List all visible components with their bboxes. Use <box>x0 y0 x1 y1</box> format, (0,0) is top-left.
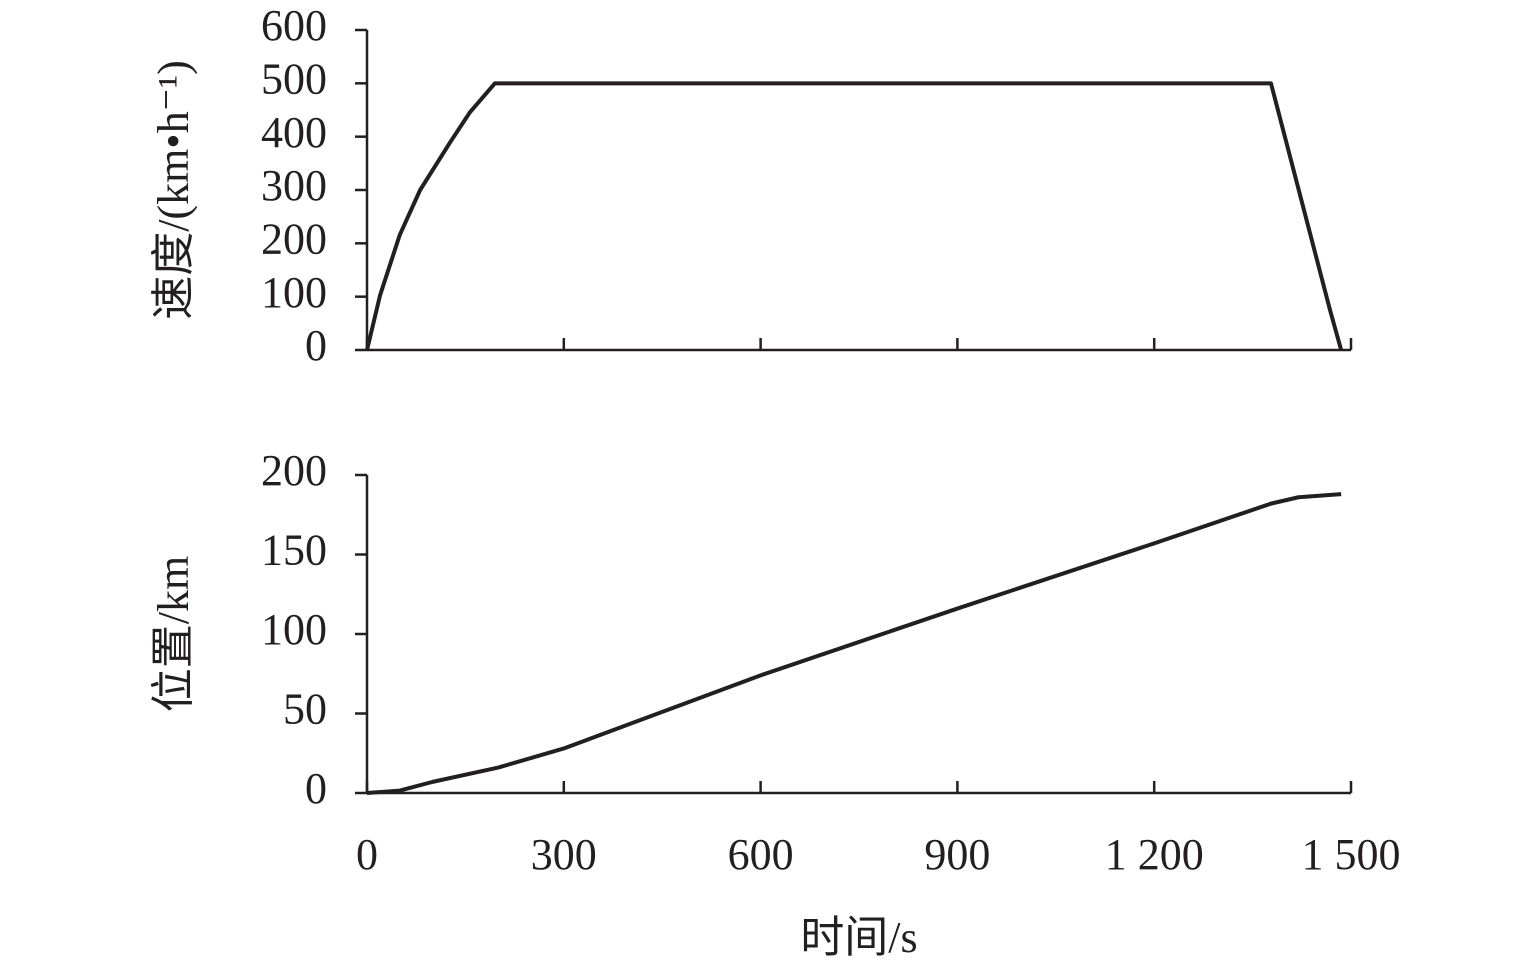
x-tick-label: 300 <box>531 830 597 879</box>
y-tick-label: 500 <box>261 54 327 103</box>
y-tick-label: 200 <box>261 214 327 263</box>
x-tick-label: 0 <box>356 830 378 879</box>
y-tick-label: 150 <box>261 526 327 575</box>
x-tick-label: 1 500 <box>1302 830 1401 879</box>
x-tick-label: 1 200 <box>1105 830 1204 879</box>
y-tick-label: 50 <box>283 685 327 734</box>
data-line <box>365 81 1344 351</box>
y-axis-label: 位置/km <box>149 556 198 712</box>
x-tick-label: 900 <box>924 830 990 879</box>
y-tick-label: 400 <box>261 108 327 157</box>
y-tick-label: 0 <box>305 321 327 370</box>
x-axis-label: 时间/s <box>800 913 917 962</box>
y-axis-label: 速度/(km•h⁻¹) <box>149 60 198 320</box>
x-tick-label: 600 <box>728 830 794 879</box>
y-tick-label: 600 <box>261 1 327 50</box>
y-tick-label: 300 <box>261 161 327 210</box>
y-tick-label: 100 <box>261 605 327 654</box>
y-tick-label: 100 <box>261 268 327 317</box>
data-line <box>366 492 1342 795</box>
y-tick-label: 0 <box>305 764 327 813</box>
y-tick-label: 200 <box>261 446 327 495</box>
